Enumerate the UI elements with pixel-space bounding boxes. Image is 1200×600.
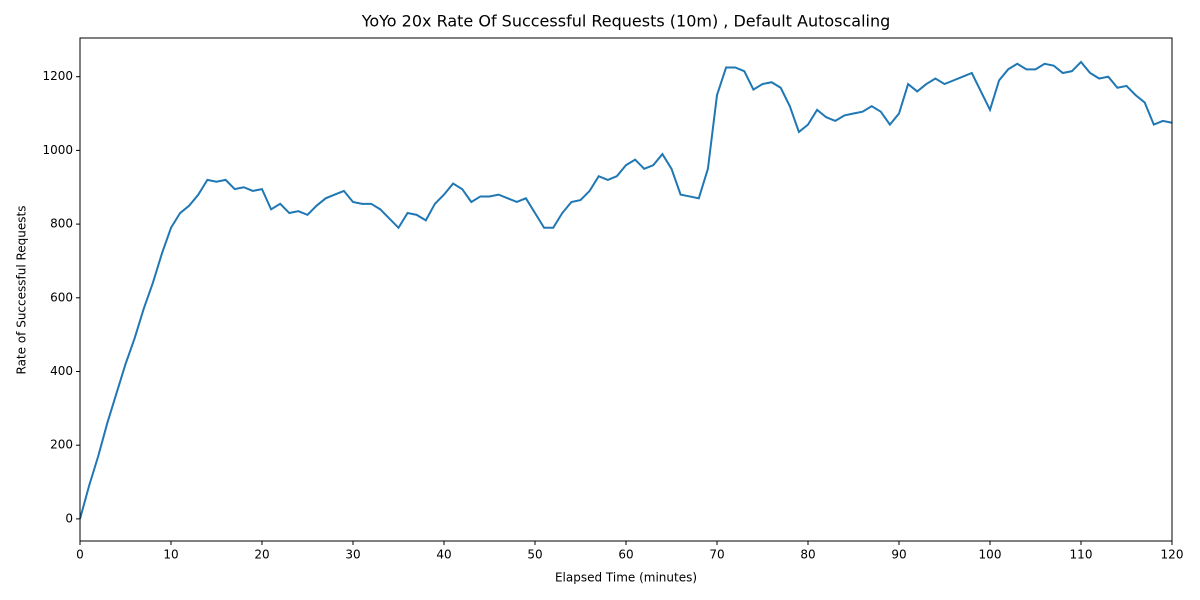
y-tick-label: 1000: [42, 143, 73, 157]
y-axis-label: Rate of Successful Requests: [15, 206, 29, 375]
y-tick-label: 600: [50, 290, 73, 304]
plot-frame: [79, 37, 1173, 542]
x-axis-label: Elapsed Time (minutes): [555, 571, 697, 585]
x-tick-label: 80: [800, 548, 815, 562]
x-tick-label: 40: [436, 548, 451, 562]
x-tick-label: 10: [163, 548, 178, 562]
line: [79, 60, 1173, 520]
y-tick-label: 200: [50, 438, 73, 452]
x-tick-label: 0: [76, 548, 84, 562]
x-tick-label: 60: [618, 548, 633, 562]
y-tick-label: 800: [50, 217, 73, 231]
y-tick-label: 1200: [42, 69, 73, 83]
x-tick-label: 70: [709, 548, 724, 562]
x-tick-label: 50: [527, 548, 542, 562]
x-tick-label: 30: [345, 548, 360, 562]
x-tick-label: 100: [979, 548, 1002, 562]
x-tick-label: 20: [254, 548, 269, 562]
y-tick-label: 0: [65, 511, 73, 525]
x-tick-label: 110: [1070, 548, 1093, 562]
x-tick-label: 90: [891, 548, 906, 562]
chart-title: YoYo 20x Rate Of Successful Requests (10…: [361, 12, 891, 31]
x-tick-label: 120: [1161, 548, 1184, 562]
y-tick-label: 400: [50, 364, 73, 378]
